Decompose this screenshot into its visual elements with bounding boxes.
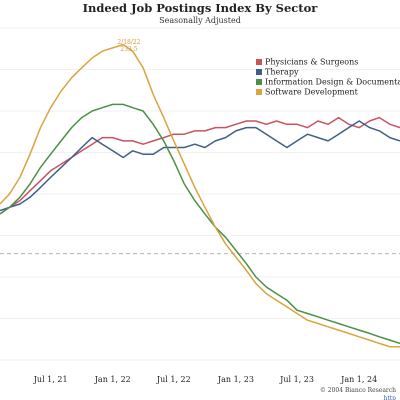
x-axis-tick-labels: Jul 1, 21 Jan 1, 22 Jul 1, 22 Jan 1, 23 Jul … <box>33 375 377 384</box>
legend-swatch <box>256 89 262 95</box>
x-tick-label: Jul 1, 21 <box>33 375 68 384</box>
series-line-4 <box>0 43 400 348</box>
series-line-1 <box>0 116 400 215</box>
chart-subtitle: Seasonally Adjusted <box>159 16 241 25</box>
legend-swatch <box>256 69 262 75</box>
legend-swatch <box>256 59 262 65</box>
series-line-2 <box>0 120 400 212</box>
legend-label: Therapy <box>265 68 299 77</box>
chart-title: Indeed Job Postings Index By Sector <box>83 1 319 15</box>
peak-annotation-line-1: 2/18/22 <box>117 39 140 46</box>
x-tick-label: Jan 1, 23 <box>217 375 254 384</box>
legend-swatch <box>256 79 262 85</box>
legend-label: Physicians & Surgeons <box>265 58 358 67</box>
grid-lines <box>0 27 400 361</box>
legend: Physicians & SurgeonsTherapyInformation … <box>256 58 400 97</box>
legend-label: Information Design & Documentation <box>265 78 400 87</box>
x-tick-label: Jul 1, 22 <box>156 375 191 384</box>
x-tick-label: Jul 1, 23 <box>279 375 314 384</box>
series-layer <box>0 43 400 348</box>
series-line-3 <box>0 103 400 345</box>
x-tick-label: Jan 1, 24 <box>340 375 377 384</box>
peak-annotation-line-2: 233.5 <box>120 46 137 53</box>
legend-label: Software Development <box>265 88 359 97</box>
source-link[interactable]: http <box>383 395 396 400</box>
x-tick-label: Jan 1, 22 <box>94 375 131 384</box>
source-credit: © 2004 Bianco Research <box>320 387 396 394</box>
